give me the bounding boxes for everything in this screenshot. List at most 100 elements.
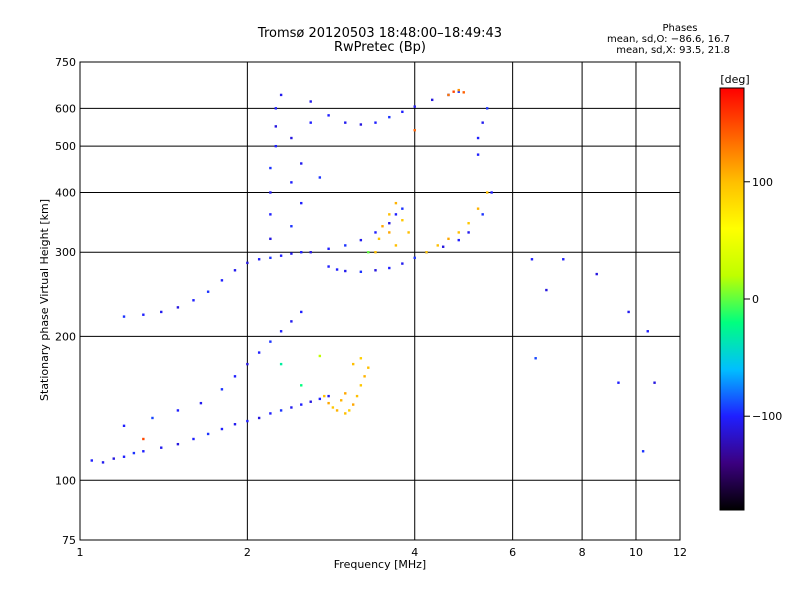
data-point — [290, 136, 293, 140]
x-tick-label: 8 — [579, 546, 586, 559]
data-point — [413, 256, 416, 260]
y-tick-label: 500 — [55, 140, 76, 153]
y-tick-label: 300 — [55, 246, 76, 259]
data-point — [388, 266, 391, 270]
x-tick-label: 6 — [509, 546, 516, 559]
data-point — [274, 125, 278, 128]
data-point — [300, 403, 303, 406]
data-point — [401, 110, 404, 114]
data-point — [290, 225, 293, 228]
data-point — [485, 191, 489, 194]
data-point — [318, 354, 322, 358]
colorbar-ticks: 100 0 −100 — [744, 176, 782, 423]
data-point — [233, 375, 237, 378]
phases-x-line: mean, sd,X: 93.5, 21.8 — [616, 45, 730, 56]
data-point — [327, 114, 330, 117]
data-point — [363, 375, 366, 378]
data-point — [309, 100, 312, 103]
data-point — [401, 219, 404, 222]
data-point — [309, 251, 312, 254]
data-point — [327, 265, 330, 268]
data-point — [344, 269, 347, 273]
data-point — [300, 310, 303, 314]
data-point — [309, 400, 312, 403]
data-point — [192, 437, 195, 441]
data-point — [377, 237, 381, 241]
x-axis-label: Frequency [MHz] — [334, 558, 426, 571]
data-point — [142, 450, 145, 453]
data-point — [269, 213, 272, 216]
data-point — [562, 258, 565, 261]
data-point — [374, 251, 377, 254]
phases-o-line: mean, sd,O: −86.6, 16.7 — [607, 34, 730, 45]
data-point — [447, 93, 450, 97]
data-point — [388, 222, 391, 225]
data-point — [344, 412, 347, 415]
data-point — [233, 269, 237, 272]
data-point — [344, 121, 347, 124]
data-point — [476, 136, 480, 140]
data-point — [359, 384, 363, 387]
data-point — [300, 201, 303, 205]
data-point — [407, 231, 410, 234]
data-point — [425, 251, 428, 254]
data-point — [344, 392, 347, 395]
phases-heading: Phases — [662, 23, 698, 34]
data-point — [401, 262, 404, 265]
data-point — [142, 437, 145, 441]
data-point — [481, 213, 484, 216]
data-point — [530, 258, 534, 261]
data-point — [176, 409, 180, 412]
data-point — [457, 88, 460, 92]
data-point — [122, 455, 126, 458]
data-point — [351, 362, 355, 366]
y-tick-label: 400 — [55, 186, 76, 199]
data-point — [485, 107, 489, 110]
data-point — [122, 315, 126, 318]
data-point — [309, 121, 312, 124]
data-point — [331, 406, 335, 409]
data-point — [269, 191, 272, 194]
data-point — [192, 299, 195, 302]
data-point — [467, 222, 470, 225]
data-point — [318, 397, 322, 401]
data-point — [413, 128, 416, 132]
data-point — [401, 207, 404, 210]
data-point — [457, 231, 460, 234]
data-point — [462, 91, 465, 94]
data-point — [323, 394, 326, 398]
data-point — [617, 381, 620, 384]
data-point — [279, 330, 283, 333]
data-point — [269, 412, 272, 415]
y-tick-label: 600 — [55, 102, 76, 115]
data-point — [101, 461, 105, 464]
data-point — [246, 362, 249, 366]
data-point — [595, 272, 598, 276]
data-point — [257, 351, 261, 354]
data-point — [132, 451, 136, 455]
data-point — [457, 238, 460, 242]
data-point — [430, 98, 434, 102]
data-point — [199, 401, 203, 405]
data-point — [388, 231, 391, 234]
data-point — [467, 231, 470, 234]
data-point — [394, 201, 398, 205]
x-ticks: 1 2 4 6 8 10 12 — [77, 546, 688, 559]
x-tick-label: 1 — [77, 546, 84, 559]
data-point — [176, 442, 180, 446]
data-point — [359, 270, 363, 273]
y-tick-label: 100 — [55, 474, 76, 487]
y-axis-label: Stationary phase Virtual Height [km] — [38, 199, 51, 401]
data-point — [335, 268, 339, 271]
data-point — [359, 123, 363, 126]
data-point — [220, 388, 224, 391]
grid — [80, 62, 680, 540]
data-point — [274, 144, 278, 148]
data-point — [269, 237, 272, 241]
data-point — [653, 381, 656, 384]
data-point — [490, 191, 493, 194]
data-point — [290, 181, 293, 184]
data-point — [279, 362, 283, 366]
data-point — [300, 251, 303, 254]
